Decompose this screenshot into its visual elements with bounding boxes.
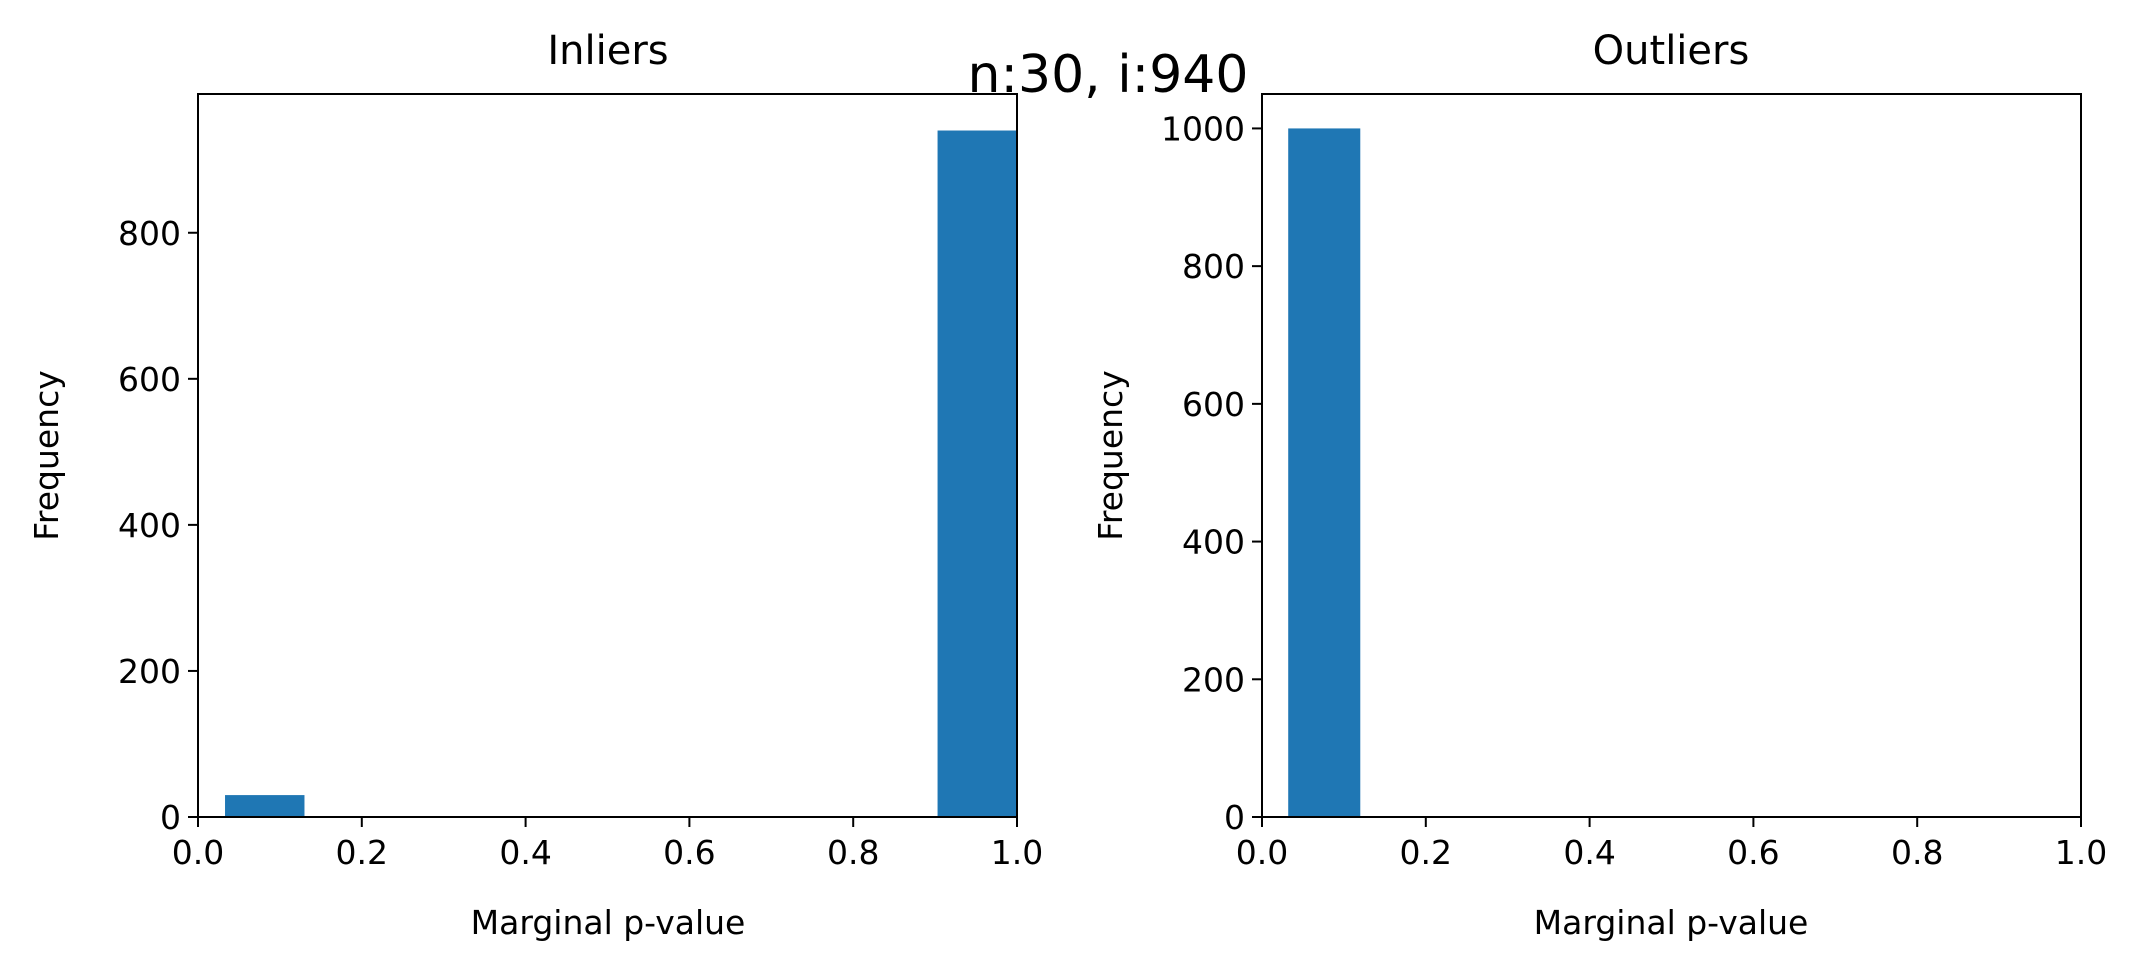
outliers-bar-0 — [1288, 128, 1361, 817]
inliers-xlabel: Marginal p-value — [471, 903, 746, 942]
outliers-xtick-label-2: 0.4 — [1563, 833, 1615, 872]
outliers-ytick-label-5: 1000 — [1161, 109, 1245, 148]
outliers-xtick-label-1: 0.2 — [1400, 833, 1452, 872]
inliers-ytick-label-1: 200 — [118, 652, 181, 691]
inliers-xtick-label-5: 1.0 — [991, 833, 1043, 872]
inliers-axes-frame — [197, 93, 1018, 818]
subplot-inliers: 0.0 0.2 0.4 0.6 0.8 1.0 0 200 400 600 800 Inliers Ma… — [27, 28, 1043, 942]
inliers-bar-1 — [937, 130, 1017, 818]
figure-suptitle: n:30, i:940 — [968, 45, 1249, 105]
outliers-xtick-label-5: 1.0 — [2055, 833, 2107, 872]
subplot-outliers: 0.0 0.2 0.4 0.6 0.8 1.0 0 200 400 600 800 1000 Outli… — [1091, 28, 2107, 942]
outliers-ytick-label-2: 400 — [1182, 523, 1245, 562]
outliers-axes-frame — [1261, 93, 2082, 818]
inliers-ytick-label-3: 600 — [118, 360, 181, 399]
inliers-xtick-label-1: 0.2 — [336, 833, 388, 872]
outliers-xtick-label-0: 0.0 — [1236, 833, 1288, 872]
inliers-xtick-label-2: 0.4 — [499, 833, 551, 872]
outliers-title: Outliers — [1593, 28, 1750, 74]
inliers-title: Inliers — [547, 28, 668, 74]
outliers-xtick-label-3: 0.6 — [1727, 833, 1779, 872]
outliers-ytick-label-1: 200 — [1182, 660, 1245, 699]
inliers-ytick-label-2: 400 — [118, 506, 181, 545]
outliers-ylabel: Frequency — [1091, 370, 1130, 540]
inliers-ytick-label-4: 800 — [118, 214, 181, 253]
outliers-xlabel: Marginal p-value — [1534, 903, 1809, 942]
inliers-ytick-label-0: 0 — [160, 798, 181, 837]
inliers-xtick-label-0: 0.0 — [172, 833, 224, 872]
inliers-ylabel: Frequency — [27, 370, 66, 540]
inliers-xtick-label-3: 0.6 — [663, 833, 715, 872]
outliers-ytick-label-0: 0 — [1224, 798, 1245, 837]
outliers-ytick-label-4: 800 — [1182, 247, 1245, 286]
outliers-xtick-label-4: 0.8 — [1891, 833, 1943, 872]
inliers-bar-0 — [225, 795, 305, 817]
inliers-xtick-label-4: 0.8 — [827, 833, 879, 872]
outliers-ytick-label-3: 600 — [1182, 385, 1245, 424]
